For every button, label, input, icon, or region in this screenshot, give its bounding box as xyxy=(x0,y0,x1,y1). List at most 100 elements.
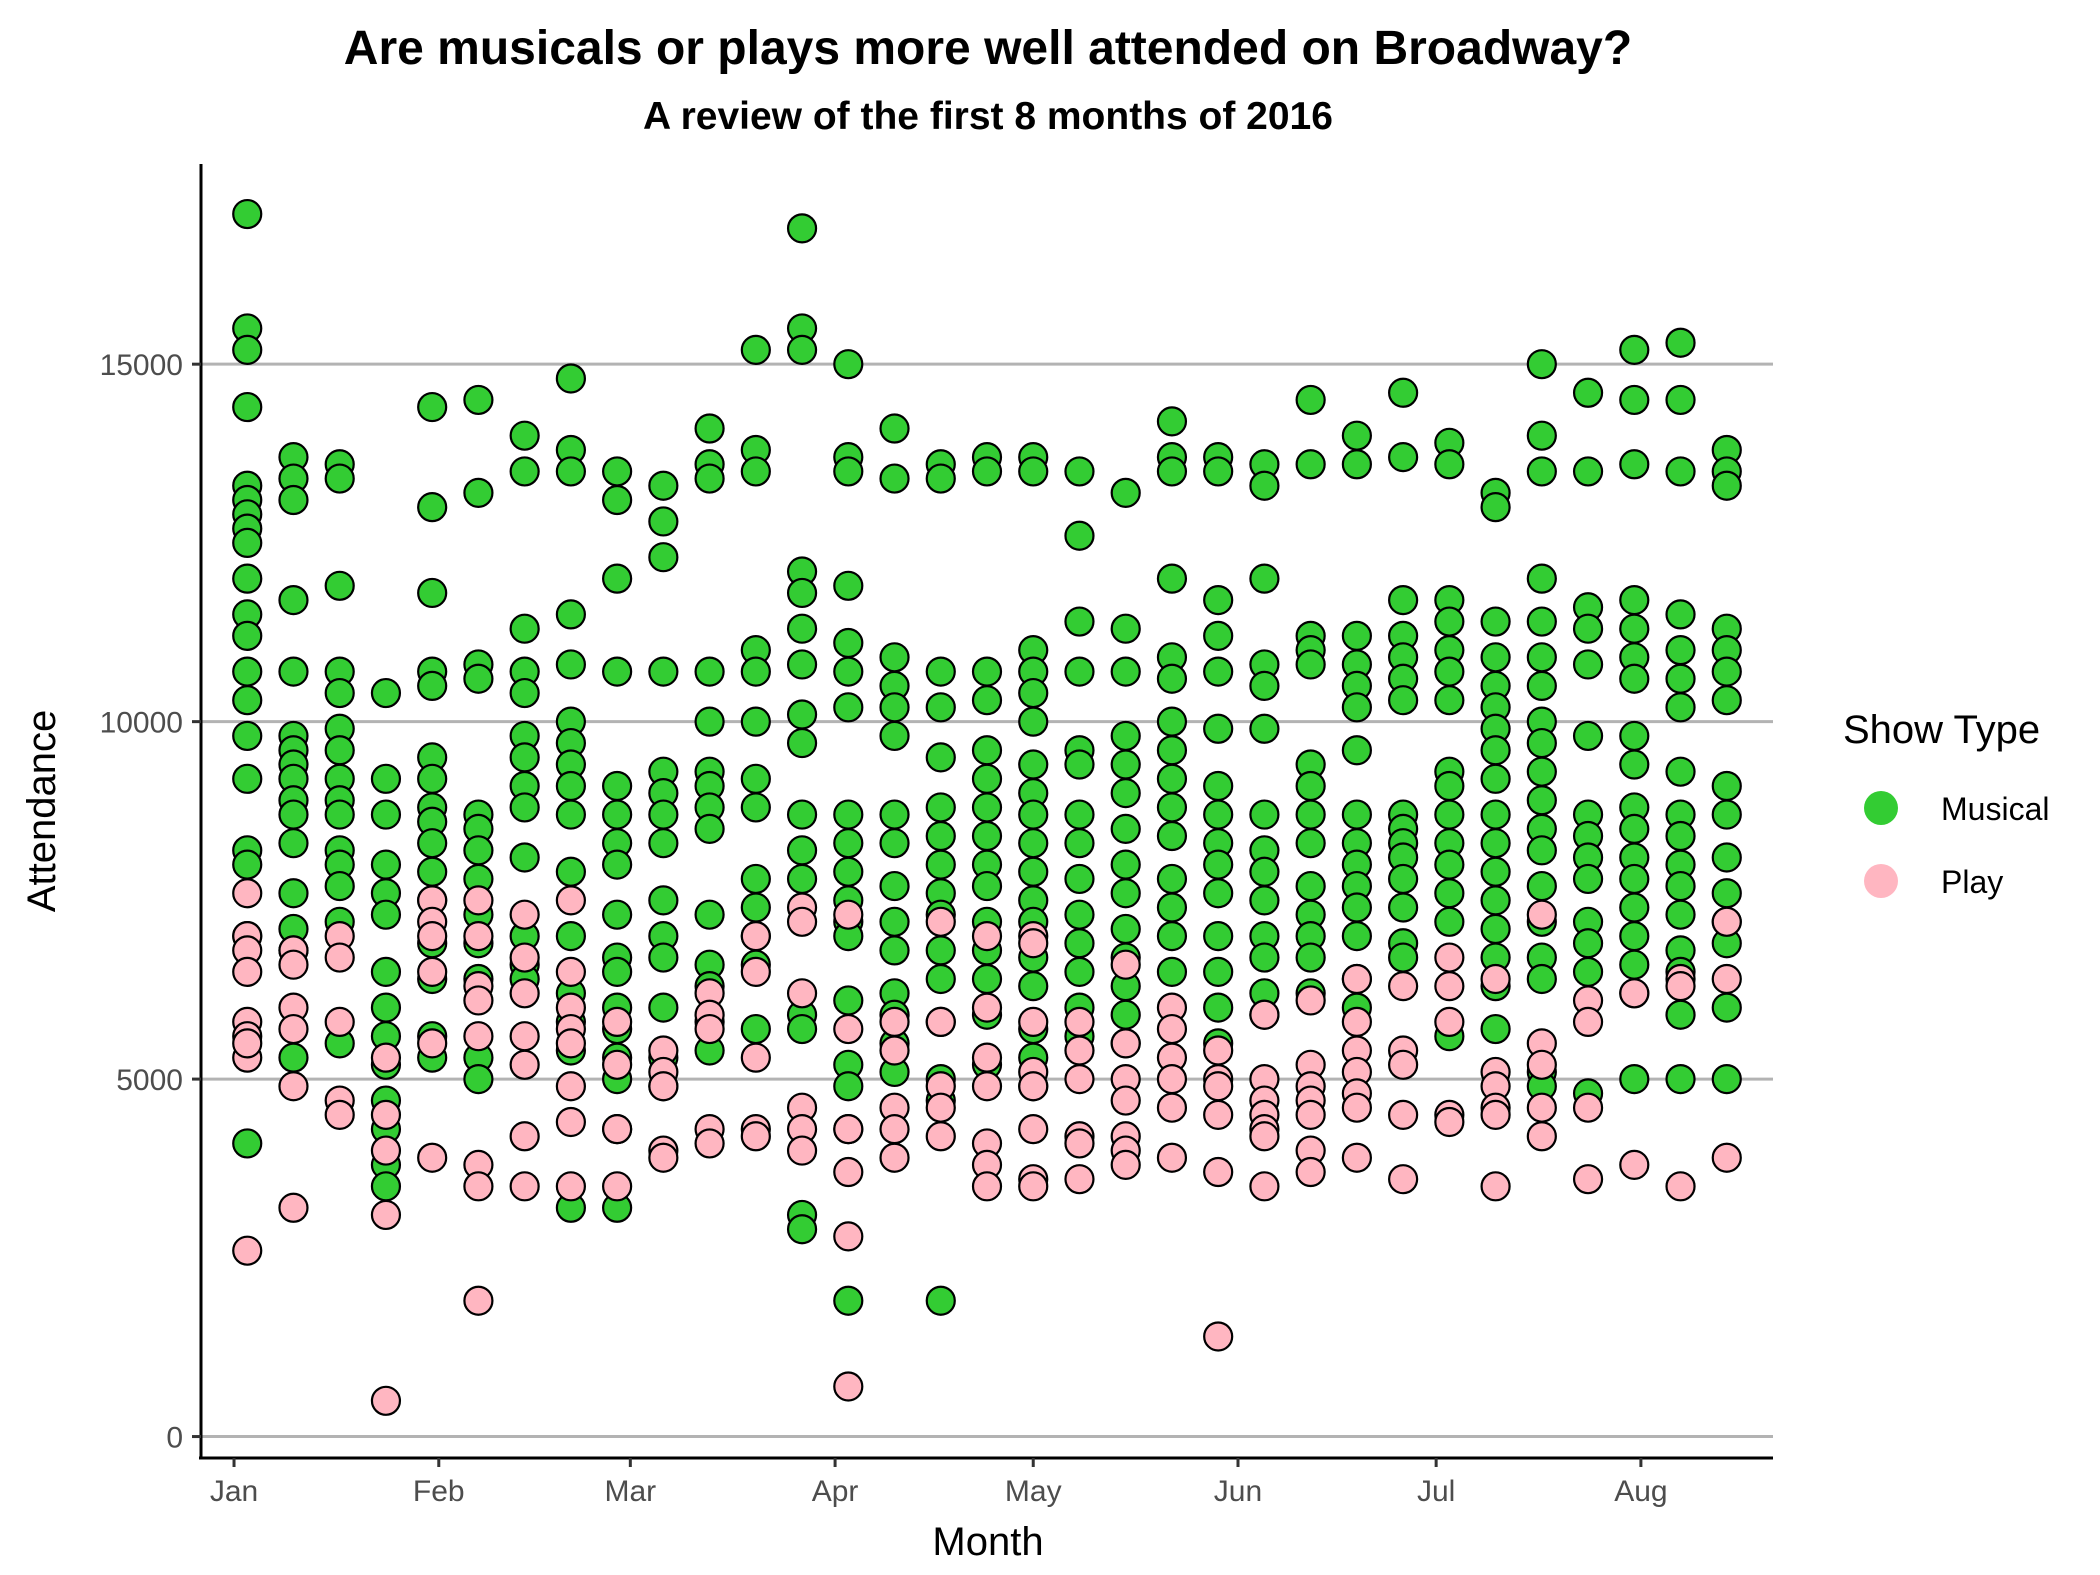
musical-point xyxy=(740,892,771,923)
play-point xyxy=(232,1235,263,1266)
play-point xyxy=(1572,1006,1604,1038)
play-point xyxy=(1711,1142,1742,1173)
musical-point xyxy=(833,856,864,887)
play-point xyxy=(509,899,540,930)
play-point xyxy=(1434,942,1465,973)
musical-point xyxy=(1156,863,1188,895)
musical-point xyxy=(1388,442,1419,473)
musical-point xyxy=(1295,649,1326,680)
play-point xyxy=(509,978,540,1009)
musical-point xyxy=(1203,921,1234,952)
musical-point xyxy=(1388,863,1419,895)
x-tick-label: Jul xyxy=(1417,1475,1455,1508)
musical-point xyxy=(278,828,309,859)
musical-point xyxy=(602,770,633,802)
musical-point xyxy=(1064,520,1095,551)
musical-point xyxy=(1110,613,1141,644)
musical-point xyxy=(1295,942,1326,973)
play-point xyxy=(1064,1006,1095,1038)
musical-point xyxy=(1572,928,1604,959)
play-point xyxy=(833,1114,864,1145)
musical-point xyxy=(648,992,679,1023)
musical-point xyxy=(1434,799,1465,830)
musical-point xyxy=(1434,849,1465,880)
musical-point xyxy=(278,799,309,830)
musical-point xyxy=(1665,635,1696,666)
musical-point xyxy=(463,384,494,416)
musical-point xyxy=(555,921,586,952)
musical-point xyxy=(786,863,818,895)
play-point xyxy=(879,1114,910,1145)
musical-point xyxy=(1018,677,1049,709)
musical-point xyxy=(1619,749,1650,780)
musical-point xyxy=(1064,656,1095,687)
musical-point xyxy=(278,584,309,616)
musical-point xyxy=(232,198,263,230)
musical-point xyxy=(1619,1063,1650,1095)
play-point xyxy=(694,1128,725,1159)
musical-point xyxy=(1249,885,1280,916)
musical-point xyxy=(740,706,771,737)
musical-point xyxy=(925,656,956,687)
musical-point xyxy=(602,563,633,594)
play-point xyxy=(786,978,818,1009)
play-point xyxy=(370,1099,402,1130)
play-point xyxy=(463,1285,494,1316)
play-point xyxy=(925,1092,956,1123)
musical-point xyxy=(417,828,448,859)
musical-point xyxy=(1110,656,1141,687)
musical-point xyxy=(1064,749,1095,780)
musical-point xyxy=(278,656,309,687)
play-point xyxy=(925,1121,956,1152)
musical-point xyxy=(1249,713,1280,744)
musical-point xyxy=(1711,770,1742,802)
play-point xyxy=(370,1199,402,1231)
play-point xyxy=(463,1171,494,1202)
musical-point xyxy=(1711,656,1742,687)
musical-point xyxy=(1434,878,1465,909)
play-point xyxy=(879,1035,910,1066)
musical-point xyxy=(1341,449,1372,480)
y-axis-ticks: 0 5000 10000 15000 xyxy=(100,349,201,1455)
legend-label-play: Play xyxy=(1941,864,2003,900)
x-tick-label: Apr xyxy=(812,1475,859,1508)
musical-point xyxy=(324,799,355,830)
musical-point xyxy=(1110,849,1141,880)
play-point xyxy=(1018,1171,1049,1202)
musical-point xyxy=(1572,863,1604,895)
play-point xyxy=(1388,1099,1419,1130)
play-point xyxy=(509,1021,540,1052)
musical-point xyxy=(786,334,818,365)
musical-point xyxy=(1619,449,1650,480)
play-point xyxy=(555,885,586,916)
musical-point xyxy=(1665,692,1696,723)
musical-point xyxy=(1711,992,1742,1023)
musical-point xyxy=(1572,377,1604,408)
musical-point xyxy=(1249,942,1280,973)
musical-point xyxy=(324,735,355,766)
musical-point xyxy=(879,463,910,494)
play-point xyxy=(463,1021,494,1052)
musical-point xyxy=(278,1042,309,1073)
musical-point xyxy=(740,792,771,823)
musical-point xyxy=(278,878,309,909)
play-point xyxy=(1341,1142,1372,1173)
play-point xyxy=(555,1071,586,1102)
musical-point xyxy=(1156,456,1188,487)
musical-point xyxy=(555,856,586,887)
play-point xyxy=(971,1071,1003,1102)
musical-point xyxy=(1434,685,1465,716)
musical-point xyxy=(786,213,818,244)
musical-point xyxy=(1480,913,1511,945)
play-point xyxy=(833,1371,864,1402)
chart-subtitle: A review of the first 8 months of 2016 xyxy=(643,95,1333,138)
play-point xyxy=(971,1042,1003,1073)
play-point xyxy=(971,1171,1003,1202)
play-point xyxy=(509,1049,540,1080)
play-point xyxy=(602,1049,633,1080)
musical-point xyxy=(1295,770,1326,802)
x-tick-label: Mar xyxy=(604,1475,656,1508)
musical-point xyxy=(1619,863,1650,895)
play-point xyxy=(879,1006,910,1038)
musical-point xyxy=(1526,606,1557,637)
